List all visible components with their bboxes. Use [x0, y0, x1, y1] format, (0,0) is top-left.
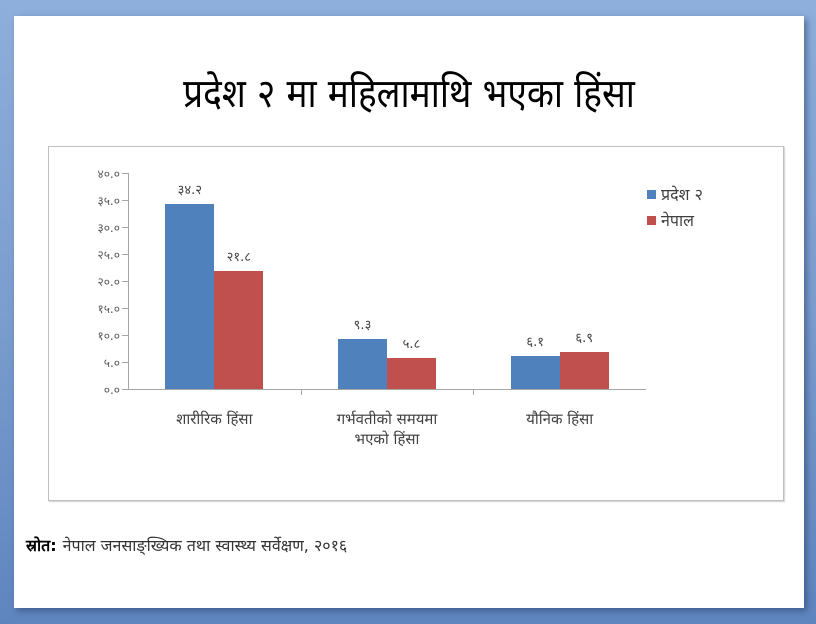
x-tick	[473, 389, 475, 395]
y-axis	[128, 173, 129, 389]
source-text: नेपाल जनसाङ्ख्यिक तथा स्वास्थ्य सर्वेक्ष…	[62, 536, 348, 555]
y-tick	[122, 362, 128, 363]
bar-nepal	[559, 351, 609, 389]
chart-legend: प्रदेश २ नेपाल	[647, 181, 703, 233]
y-tick-label: २०.०	[97, 275, 120, 289]
category-label-line: यौनिक हिंसा	[526, 410, 594, 428]
y-tick-label: २५.०	[97, 248, 120, 262]
x-tick	[300, 389, 302, 395]
y-tick	[122, 308, 128, 309]
data-label: २१.८	[226, 250, 252, 266]
y-tick-label: ५.०	[103, 356, 120, 370]
y-tick	[122, 254, 128, 255]
y-tick	[122, 389, 128, 390]
data-label: ३४.२	[177, 183, 203, 199]
bar-nepal	[387, 357, 436, 389]
y-tick-label: १०.०	[97, 329, 120, 343]
y-tick	[122, 281, 128, 282]
source-label: स्रोत:	[26, 536, 57, 555]
slide-title: प्रदेश २ मा महिलामाथि भएका हिंसा	[183, 71, 635, 117]
chart-plot-area: ०.० ५.० १०.० १५.० २०.० २५.० ३०.० ३५.० ४०.० ३४.२ २१…	[49, 147, 783, 500]
data-label: ९.३	[353, 317, 372, 333]
bar-pradesh2	[338, 338, 387, 389]
legend-item: प्रदेश २	[647, 181, 703, 207]
data-label: ५.८	[402, 336, 421, 352]
y-tick-label: ४०.०	[97, 167, 120, 181]
legend-label: नेपाल	[661, 211, 694, 230]
data-label: ६.१	[526, 335, 544, 351]
x-axis	[122, 389, 646, 390]
legend-swatch-icon	[647, 215, 656, 225]
category-label: गर्भवतीको समयमा भएको हिंसा	[297, 409, 477, 449]
category-label-line: शारीरिक हिंसा	[176, 410, 253, 428]
y-tick-label: ३०.०	[97, 221, 120, 235]
bar-pradesh2	[510, 356, 560, 389]
category-label-line: भएको हिंसा	[354, 430, 420, 448]
bar-nepal	[214, 271, 264, 389]
y-tick	[122, 200, 128, 201]
y-tick-label: १५.०	[97, 302, 120, 316]
y-tick	[122, 335, 128, 336]
bar-pradesh2	[165, 204, 215, 389]
slide: प्रदेश २ मा महिलामाथि भएका हिंसा ०.० ५.० १…	[14, 16, 804, 608]
category-label: शारीरिक हिंसा	[124, 409, 304, 429]
legend-item: नेपाल	[647, 207, 703, 233]
y-tick	[122, 173, 128, 174]
y-tick-label: ०.०	[103, 383, 120, 397]
data-label: ६.९	[575, 330, 593, 346]
y-tick	[122, 227, 128, 228]
y-tick-label: ३५.०	[97, 194, 120, 208]
source-note: स्रोत: नेपाल जनसाङ्ख्यिक तथा स्वास्थ्य सर…	[26, 534, 347, 556]
category-label-line: गर्भवतीको समयमा	[336, 410, 438, 428]
chart-frame: ०.० ५.० १०.० १५.० २०.० २५.० ३०.० ३५.० ४०.० ३४.२ २१…	[48, 146, 784, 501]
legend-swatch-icon	[647, 189, 656, 199]
legend-label: प्रदेश २	[661, 185, 703, 204]
category-label: यौनिक हिंसा	[470, 409, 650, 429]
